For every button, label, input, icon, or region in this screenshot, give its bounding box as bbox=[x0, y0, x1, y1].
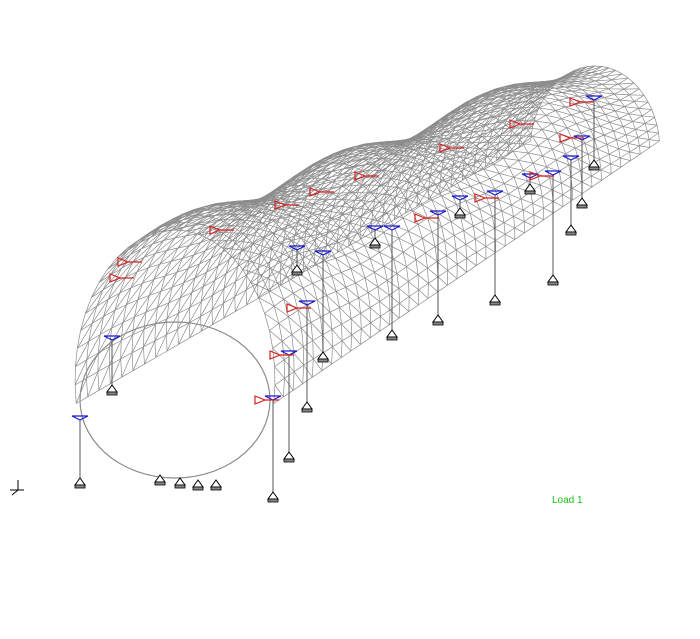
support-base bbox=[524, 190, 536, 195]
release-red bbox=[309, 187, 334, 197]
support-base bbox=[386, 336, 398, 341]
support-base bbox=[74, 484, 86, 489]
support-base bbox=[267, 498, 279, 503]
support-base bbox=[547, 281, 559, 286]
shell-mesh bbox=[74, 65, 660, 479]
support-base bbox=[317, 358, 329, 363]
opening-rim bbox=[79, 321, 271, 479]
release-red bbox=[209, 225, 234, 235]
support-base bbox=[291, 271, 303, 276]
release-red bbox=[109, 273, 134, 283]
load-case-label: Load 1 bbox=[552, 495, 583, 506]
mesh-lines bbox=[74, 65, 660, 404]
release-blue bbox=[264, 395, 282, 401]
release-red bbox=[286, 303, 311, 313]
release-blue bbox=[429, 210, 447, 216]
support-base bbox=[369, 244, 381, 249]
support-base bbox=[588, 166, 600, 171]
release-red bbox=[354, 171, 379, 181]
supports bbox=[71, 95, 603, 503]
support-base bbox=[192, 486, 204, 491]
release-blue bbox=[280, 350, 298, 356]
release-blue bbox=[544, 170, 562, 176]
release-blue bbox=[383, 225, 401, 231]
support-base bbox=[210, 486, 222, 491]
release-red bbox=[269, 350, 294, 360]
support-base bbox=[454, 214, 466, 219]
release-blue bbox=[71, 415, 89, 421]
release-red bbox=[559, 133, 584, 143]
release-blue bbox=[366, 225, 384, 231]
release-red bbox=[529, 171, 554, 181]
release-blue bbox=[103, 335, 121, 341]
release-blue bbox=[288, 245, 306, 251]
release-blue bbox=[486, 190, 504, 196]
axis-triad bbox=[10, 480, 24, 496]
release-blue bbox=[451, 195, 469, 201]
support-base bbox=[106, 391, 118, 396]
support-base bbox=[301, 408, 313, 413]
support-base bbox=[565, 231, 577, 236]
release-blue bbox=[585, 95, 603, 101]
release-red bbox=[254, 395, 279, 405]
support-base bbox=[489, 301, 501, 306]
release-red bbox=[439, 143, 464, 153]
release-blue bbox=[562, 155, 580, 161]
support-base bbox=[283, 458, 295, 463]
release-red bbox=[414, 213, 439, 223]
release-blue bbox=[314, 250, 332, 256]
release-red bbox=[569, 97, 594, 107]
release-red bbox=[117, 257, 142, 267]
support-base bbox=[576, 204, 588, 209]
support-base bbox=[174, 484, 186, 489]
support-base bbox=[432, 321, 444, 326]
release-blue bbox=[298, 300, 316, 306]
support-base bbox=[154, 481, 166, 486]
release-red bbox=[274, 200, 299, 210]
release-red bbox=[509, 119, 534, 129]
axis-z bbox=[11, 489, 19, 496]
release-red bbox=[474, 193, 499, 203]
